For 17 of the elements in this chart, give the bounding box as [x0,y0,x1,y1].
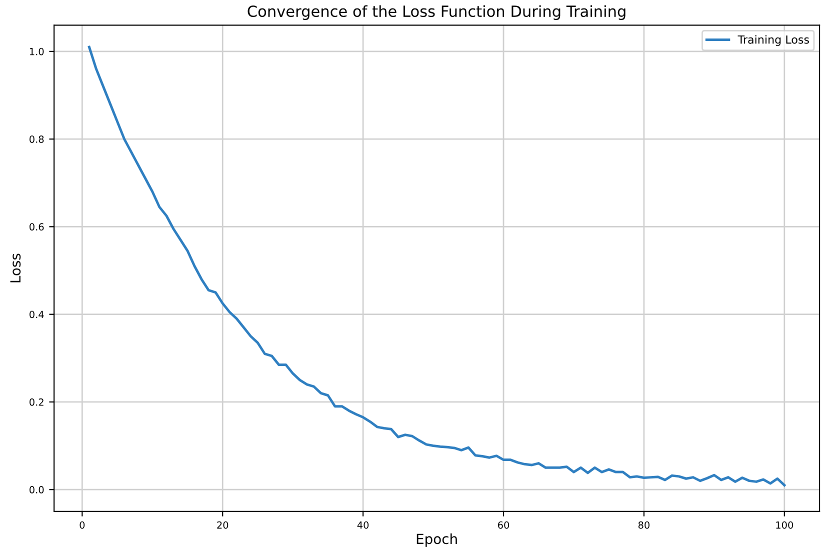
y-tick-label: 0.0 [30,486,44,494]
y-tick-label: 0.6 [30,223,44,231]
y-tick-label: 0.4 [30,310,44,318]
y-axis-title: Loss [10,254,21,282]
x-tick-label: 0 [80,521,85,529]
line-series [88,46,786,486]
x-axis-title: Epoch [416,533,457,547]
legend-label: Training Loss [738,35,809,46]
chart-title: Convergence of the Loss Function During Training [248,5,626,20]
x-tick-label: 60 [498,521,510,529]
x-tick-label: 20 [217,521,228,529]
y-tick-label: 0.8 [30,136,44,143]
x-tick-label: 40 [357,521,369,529]
x-tick-label: 80 [638,521,650,529]
x-tick-label: 100 [776,521,794,529]
y-tick-label: 0.2 [30,398,44,406]
y-tick-label: 1.0 [30,48,44,56]
